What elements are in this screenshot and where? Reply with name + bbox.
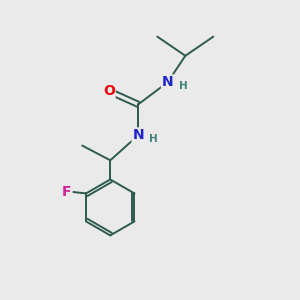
Text: O: O (103, 84, 115, 98)
Text: N: N (162, 75, 173, 89)
Text: N: N (132, 128, 144, 142)
Text: F: F (62, 185, 72, 199)
Text: H: H (179, 81, 188, 91)
Text: H: H (149, 134, 158, 144)
